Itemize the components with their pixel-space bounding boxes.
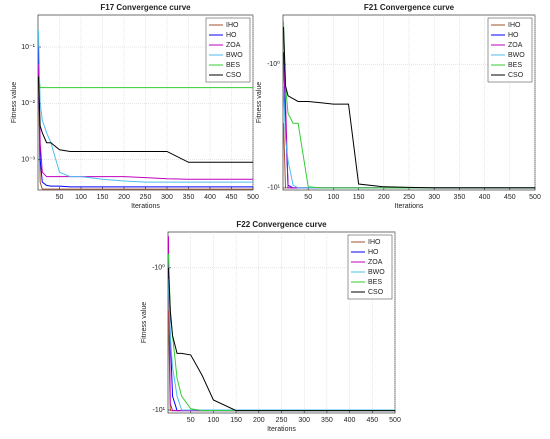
x-tick-label: 300 [298,417,310,424]
x-tick-label: 250 [276,417,288,424]
legend-label: BWO [226,52,243,59]
x-tick-label: 100 [328,194,340,201]
series-line [38,47,253,188]
chart-title: F21 Convergence curve [364,3,455,12]
x-axis-label: Iterations [267,426,296,433]
chart-title: F22 Convergence curve [236,220,327,229]
y-tick-label: 10⁻² [21,100,35,107]
x-tick-label: 300 [428,194,440,201]
y-tick-label: 10⁻³ [21,157,35,164]
legend-label: CSO [226,72,242,79]
legend-label: CSO [368,289,384,296]
x-tick-label: 150 [230,417,242,424]
legend-box [205,17,251,83]
x-tick-label: 250 [140,194,152,201]
chart-title: F17 Convergence curve [100,3,191,12]
x-tick-label: 200 [253,417,265,424]
x-tick-label: 100 [208,417,220,424]
x-tick-label: 400 [204,194,216,201]
y-tick-label: -10¹ [153,407,166,414]
x-tick-label: 500 [247,194,259,201]
series-line [38,76,253,163]
legend-label: CSO [508,72,524,79]
legend-label: BES [368,279,382,286]
legend-box [487,17,533,83]
x-tick-label: 50 [56,194,64,201]
x-tick-label: 350 [321,417,333,424]
x-tick-label: 100 [75,194,87,201]
legend-label: BES [226,62,240,69]
x-tick-label: 350 [454,194,466,201]
legend-label: ZOA [508,42,523,49]
legend-label: ZOA [368,259,383,266]
legend-label: IHO [508,22,521,29]
legend-label: IHO [226,22,239,29]
x-tick-label: 200 [118,194,130,201]
x-axis-label: Iterations [395,203,424,210]
x-tick-label: 250 [403,194,415,201]
legend-label: BWO [508,52,525,59]
x-tick-label: 450 [504,194,516,201]
x-tick-label: 300 [161,194,173,201]
x-axis-label: Iterations [131,203,160,210]
series-line [38,63,253,190]
y-axis-label: Fitness value [11,82,18,123]
series-line [283,26,535,189]
x-tick-label: 50 [304,194,312,201]
y-tick-label: -10¹ [268,185,281,192]
x-tick-label: 500 [529,194,541,201]
legend-label: HO [368,249,379,256]
x-tick-label: 350 [183,194,195,201]
x-tick-label: 400 [344,417,356,424]
x-tick-label: 400 [479,194,491,201]
series-line [168,267,395,412]
x-tick-label: 150 [97,194,109,201]
x-tick-label: 50 [187,417,195,424]
legend-label: BWO [368,269,385,276]
legend-label: IHO [368,239,381,246]
x-tick-label: 150 [353,194,365,201]
legend-label: HO [226,32,237,39]
y-tick-label: 10⁻¹ [21,44,35,51]
y-axis-label: Fitness value [141,302,148,343]
x-tick-label: 450 [226,194,238,201]
legend-label: BES [508,62,522,69]
series-line [168,279,395,411]
x-tick-label: 200 [378,194,390,201]
legend-label: HO [508,32,519,39]
series-line [38,63,253,180]
legend-label: ZOA [226,42,241,49]
series-line [38,76,253,89]
x-tick-label: 450 [366,417,378,424]
y-tick-label: -10⁰ [267,60,280,68]
y-tick-label: -10⁰ [152,264,165,272]
series-line [38,30,253,183]
legend-box [347,234,393,300]
y-axis-label: Fitness value [256,82,263,123]
x-tick-label: 500 [389,417,401,424]
